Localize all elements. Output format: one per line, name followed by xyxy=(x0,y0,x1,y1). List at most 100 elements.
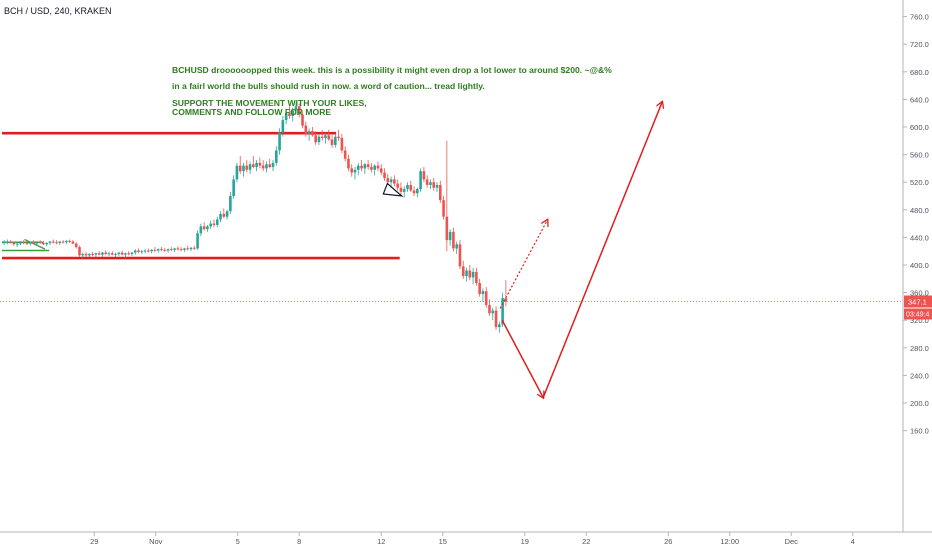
candle-body xyxy=(363,164,367,169)
candle-body xyxy=(311,131,314,136)
price-tick-label: 680.0 xyxy=(910,68,929,77)
candle-body xyxy=(452,231,455,249)
candle-body xyxy=(261,165,265,169)
candle-body xyxy=(42,242,45,245)
candle-body xyxy=(442,200,445,217)
candle-body xyxy=(297,106,301,115)
candle-body xyxy=(465,270,468,277)
candle-body xyxy=(179,249,183,251)
candle-body xyxy=(130,252,134,254)
time-tick-label: 15 xyxy=(439,537,447,546)
candle-body xyxy=(504,298,508,302)
candle-body xyxy=(78,247,81,256)
candle-body xyxy=(402,189,406,192)
candle-body xyxy=(435,184,439,188)
candle-body xyxy=(438,184,442,201)
candle-body xyxy=(206,226,209,230)
price-tick-label: 720.0 xyxy=(910,40,929,49)
candle-body xyxy=(94,253,98,255)
candle-body xyxy=(455,244,458,249)
candle-body xyxy=(186,248,190,250)
candle-body xyxy=(160,249,163,251)
candle-body xyxy=(55,242,58,244)
candle-body xyxy=(166,249,170,251)
candle-body xyxy=(6,241,9,243)
candle-body xyxy=(481,291,485,294)
candle-body xyxy=(291,110,294,116)
pivot-arrow-marker xyxy=(382,182,404,197)
candle-body xyxy=(255,162,258,168)
candle-body xyxy=(65,240,68,243)
price-tick-label: 600.0 xyxy=(910,123,929,132)
candle-body xyxy=(340,138,344,151)
candle-body xyxy=(412,190,416,194)
candle-body xyxy=(153,249,157,251)
price-tick-label: 240.0 xyxy=(910,371,929,380)
candle-body xyxy=(84,253,88,256)
candle-body xyxy=(127,253,130,255)
candle-body xyxy=(281,120,285,133)
candle-body xyxy=(156,249,160,251)
candle-body xyxy=(353,169,357,173)
candle-body xyxy=(373,165,376,170)
candle-body xyxy=(88,253,91,256)
candle-body xyxy=(9,241,12,243)
candle-body xyxy=(15,243,19,245)
candle-body xyxy=(461,266,465,277)
projection-dotted-bounce xyxy=(499,220,547,309)
chart-title: BCH / USD, 240, KRAKEN xyxy=(4,6,112,16)
candle-body xyxy=(35,241,39,244)
time-tick-label: 12:00 xyxy=(720,537,739,546)
candle-body xyxy=(163,249,167,251)
price-tick-label: 440.0 xyxy=(910,233,929,242)
price-tick-label: 760.0 xyxy=(910,13,929,22)
candle-body xyxy=(45,242,48,245)
candle-body xyxy=(74,243,78,248)
candle-body xyxy=(307,131,311,134)
candle-body xyxy=(229,196,232,212)
candle-body xyxy=(419,171,422,190)
candle-body xyxy=(278,132,281,151)
candle-body xyxy=(370,167,373,170)
annotation-line-2: in a fairl world the bulls should rush i… xyxy=(172,81,485,91)
candle-body xyxy=(324,135,327,139)
candle-body xyxy=(199,226,203,234)
candle-body xyxy=(383,172,386,179)
candle-body xyxy=(458,244,462,267)
candle-body xyxy=(409,184,413,191)
candle-body xyxy=(422,171,426,180)
candle-body xyxy=(258,162,262,166)
candle-body xyxy=(68,240,71,242)
candle-body xyxy=(140,251,144,253)
candle-body xyxy=(396,183,399,188)
candle-body xyxy=(212,223,216,225)
candle-body xyxy=(117,252,121,254)
candle-body xyxy=(337,136,340,139)
candle-body xyxy=(51,241,55,243)
candle-body xyxy=(91,253,94,255)
price-tick-label: 520.0 xyxy=(910,178,929,187)
time-tick-label: 8 xyxy=(297,537,301,546)
price-tick-label: 400.0 xyxy=(910,261,929,270)
candle-body xyxy=(58,241,62,243)
candle-body xyxy=(189,247,193,250)
price-tick-label: 320.0 xyxy=(910,316,929,325)
candle-body xyxy=(294,106,298,111)
candle-body xyxy=(265,164,268,169)
candle-body xyxy=(330,139,334,145)
annotation-line-4: COMMENTS AND FOLLOW FOR MORE xyxy=(172,107,332,117)
candle-body xyxy=(222,213,226,217)
candle-body xyxy=(48,241,52,243)
projection-drop-arrow xyxy=(501,319,543,397)
candle-body xyxy=(215,219,219,225)
candle-body xyxy=(133,250,137,253)
candle-body xyxy=(196,233,199,249)
price-tick-label: 360.0 xyxy=(910,289,929,298)
candle-body xyxy=(347,158,350,169)
candle-body xyxy=(274,150,278,163)
annotation-line-3: SUPPORT THE MOVEMENT WITH YOUR LIKES, xyxy=(172,98,367,108)
candle-body xyxy=(22,242,26,244)
candle-body xyxy=(475,271,478,283)
candle-body xyxy=(271,162,275,168)
